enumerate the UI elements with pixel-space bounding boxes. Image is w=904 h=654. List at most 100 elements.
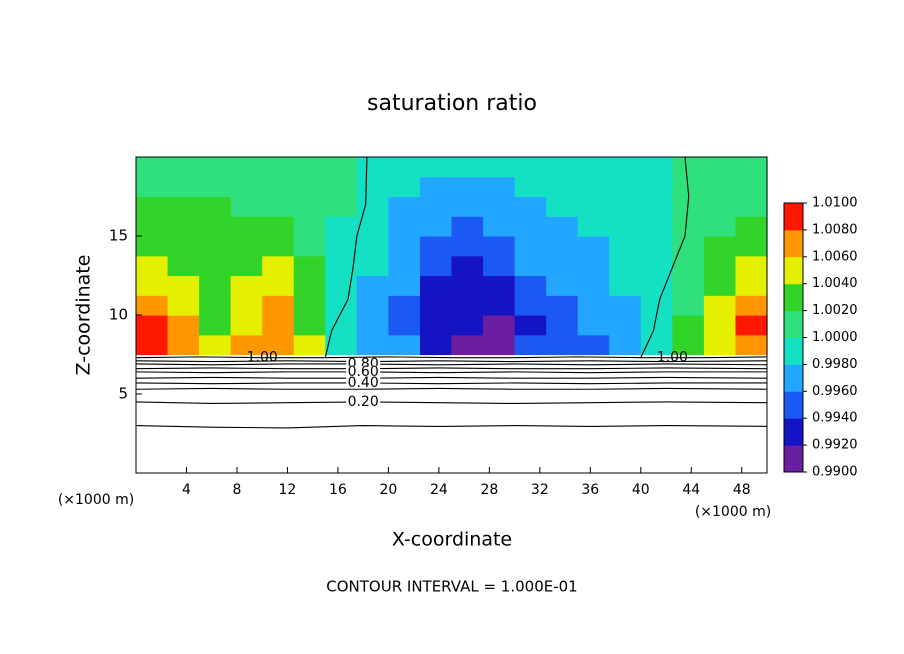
field-cell — [325, 176, 358, 198]
contour-line — [135, 401, 768, 405]
field-cell — [199, 236, 232, 257]
field-cell — [735, 176, 768, 198]
field-cell — [356, 176, 389, 198]
field-cell — [199, 275, 232, 296]
y-tick-label: 15 — [109, 227, 128, 245]
field-cell — [136, 236, 169, 257]
field-cell — [136, 196, 169, 217]
field-cell — [356, 196, 389, 217]
field-cell — [546, 255, 579, 277]
field-cell — [293, 275, 326, 296]
field-cell — [388, 176, 421, 198]
field-cell — [672, 295, 705, 316]
field-cell — [483, 275, 516, 296]
field-cell — [735, 275, 768, 296]
field-cell — [199, 157, 232, 178]
field-cell — [577, 196, 610, 217]
field-cell — [577, 236, 610, 257]
colorbar-swatch — [784, 418, 803, 446]
field-cell — [609, 315, 642, 336]
colorbar-label: 0.9900 — [812, 465, 858, 480]
field-cell — [451, 295, 484, 316]
field-cell — [609, 157, 642, 178]
field-cell — [262, 295, 295, 316]
x-tick-label: 12 — [279, 482, 297, 498]
field-cell — [577, 315, 610, 336]
field-cell — [703, 315, 737, 336]
field-cell — [514, 275, 547, 296]
field-cell — [136, 295, 169, 316]
field-cell — [325, 236, 358, 257]
contour-line — [324, 156, 368, 358]
contour-label: 0.40 — [348, 375, 379, 391]
field-cell — [703, 334, 737, 356]
field-cell — [262, 236, 295, 257]
field-cell — [262, 255, 295, 277]
field-cell — [230, 334, 263, 356]
colorbar-label: 1.0040 — [812, 276, 858, 291]
field-cell — [514, 236, 547, 257]
x-tick-label: 32 — [531, 482, 549, 498]
field-cell — [167, 236, 200, 257]
field-cell — [262, 176, 295, 198]
contour-label: 0.60 — [348, 364, 379, 380]
field-cell — [483, 295, 516, 316]
field-cell — [167, 157, 200, 178]
field-cell — [577, 176, 610, 198]
x-tick-label: 28 — [480, 482, 498, 498]
field-cell — [356, 315, 389, 336]
field-cell — [230, 275, 263, 296]
field-cell — [199, 295, 232, 316]
x-tick-label: 40 — [632, 482, 650, 498]
field-cell — [514, 216, 547, 237]
field-cell — [703, 216, 737, 237]
field-cell — [451, 275, 484, 296]
x-tick-label: 4 — [182, 482, 191, 498]
field-cell — [356, 295, 389, 316]
field-cell — [546, 196, 579, 217]
field-cell — [546, 295, 579, 316]
contour-line — [135, 367, 768, 370]
field-cell — [167, 315, 200, 336]
field-cell — [136, 315, 169, 336]
field-cell — [514, 295, 547, 316]
field-cell — [325, 295, 358, 316]
field-cell — [577, 295, 610, 316]
field-cell — [640, 295, 673, 316]
field-cell — [451, 216, 484, 237]
contour-label: 1.00 — [657, 350, 688, 366]
field-cell — [577, 275, 610, 296]
field-cell — [514, 176, 547, 198]
field-cell — [325, 315, 358, 336]
colorbar-swatch — [784, 391, 803, 419]
x-tick-label: 8 — [232, 482, 241, 498]
colorbar-swatch — [784, 310, 803, 338]
field-cell — [703, 295, 737, 316]
field-cell — [262, 196, 295, 217]
field-cell — [483, 334, 516, 356]
colorbar-swatch — [784, 364, 803, 392]
field-cell — [199, 334, 232, 356]
field-cell — [703, 176, 737, 198]
field-cell — [419, 334, 453, 356]
colorbar-swatch — [784, 337, 803, 365]
colorbar-swatch — [784, 229, 803, 258]
field-cell — [419, 196, 453, 217]
field-cell — [703, 275, 737, 296]
field-cell — [325, 216, 358, 237]
field-cell — [293, 236, 326, 257]
field-cell — [546, 275, 579, 296]
field-cell — [672, 176, 705, 198]
field-cell — [640, 216, 673, 237]
field — [136, 157, 768, 356]
field-cell — [136, 176, 169, 198]
field-cell — [672, 216, 705, 237]
field-cell — [136, 157, 169, 178]
field-cell — [451, 176, 484, 198]
contour-label-bg — [346, 376, 381, 389]
contour-line — [135, 376, 768, 379]
field-cell — [230, 196, 263, 217]
field-cell — [483, 157, 516, 178]
colorbar-label: 0.9960 — [812, 384, 858, 399]
